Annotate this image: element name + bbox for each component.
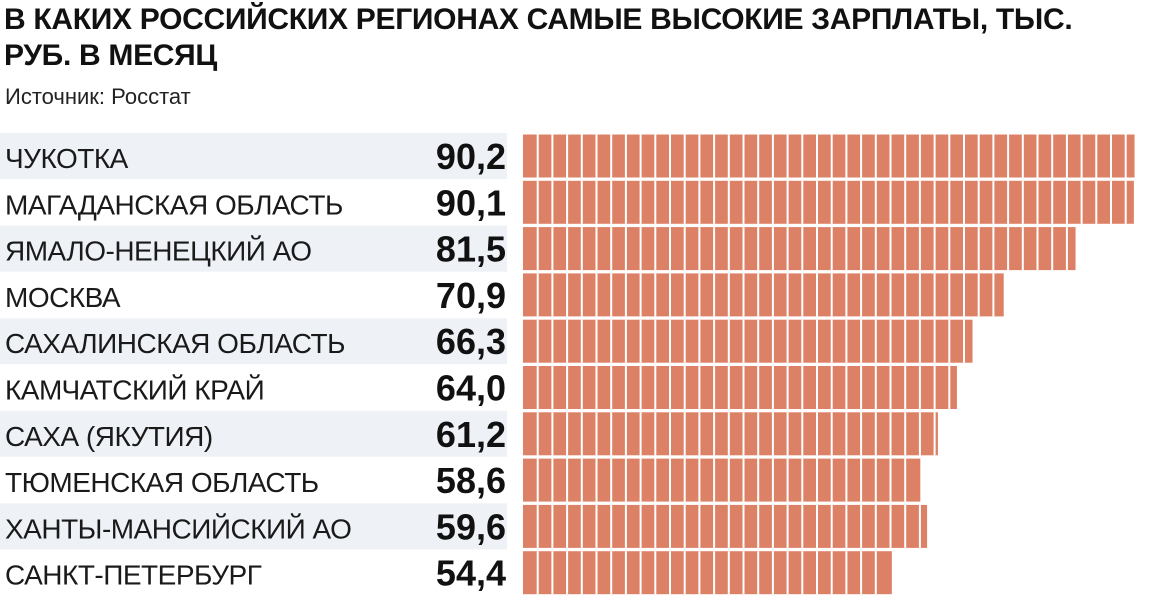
value-label: 70,9 <box>436 275 506 316</box>
bar <box>523 273 1004 317</box>
value-label: 66,3 <box>436 321 506 362</box>
bar-segments <box>536 180 1127 224</box>
bar <box>523 551 892 595</box>
category-label: КАМЧАТСКИЙ КРАЙ <box>5 375 264 406</box>
bar-segments <box>536 551 877 595</box>
bar-segments <box>536 227 1068 271</box>
bar-row: КАМЧАТСКИЙ КРАЙ 64,0 <box>5 366 957 409</box>
row-stripe <box>0 318 507 365</box>
value-label: 90,1 <box>436 182 506 223</box>
category-label: САХАЛИНСКАЯ ОБЛАСТЬ <box>5 328 345 359</box>
chart-title: В КАКИХ РОССИЙСКИХ РЕГИОНАХ САМЫЕ ВЫСОКИ… <box>4 3 1073 72</box>
row-stripe <box>0 410 507 457</box>
bar-row: САХА (ЯКУТИЯ) 61,2 <box>0 410 938 457</box>
bar-row: ЯМАЛО-НЕНЕЦКИЙ АО 81,5 <box>0 225 1076 272</box>
bar-row: МОСКВА 70,9 <box>5 273 1004 317</box>
bar <box>523 504 928 548</box>
category-label: ТЮМЕНСКАЯ ОБЛАСТЬ <box>5 467 319 498</box>
bar-segments <box>536 134 1127 178</box>
category-label: ХАНТЫ-МАНСИЙСКИЙ АО <box>5 513 351 544</box>
bar-segments <box>536 504 921 548</box>
bar-segments <box>536 366 951 409</box>
bar-segments <box>536 458 907 502</box>
bar-row: ЧУКОТКА 90,2 <box>0 133 1135 179</box>
category-label: САНКТ-ПЕТЕРБУРГ <box>5 560 262 591</box>
bar <box>523 180 1134 224</box>
bar <box>523 319 973 363</box>
value-label: 64,0 <box>436 368 506 409</box>
value-label: 59,6 <box>436 506 506 547</box>
bar <box>523 366 957 409</box>
bar-row: ТЮМЕНСКАЯ ОБЛАСТЬ 58,6 <box>5 458 921 502</box>
bar-row: САХАЛИНСКАЯ ОБЛАСТЬ 66,3 <box>0 318 973 365</box>
category-label: МАГАДАНСКАЯ ОБЛАСТЬ <box>5 189 343 220</box>
category-label: МОСКВА <box>5 282 121 313</box>
row-stripe <box>0 133 507 179</box>
bar <box>523 458 921 502</box>
value-label: 90,2 <box>436 136 506 177</box>
value-label: 58,6 <box>436 460 506 501</box>
value-label: 54,4 <box>436 553 506 594</box>
row-stripe <box>0 225 507 272</box>
bar-row: САНКТ-ПЕТЕРБУРГ 54,4 <box>5 551 892 595</box>
bar-segments <box>536 412 936 456</box>
chart-source: Источник: Росстат <box>5 84 191 109</box>
bar <box>523 412 938 456</box>
value-label: 81,5 <box>436 229 506 270</box>
bar <box>523 134 1135 178</box>
bar-segments <box>536 319 965 363</box>
bar <box>523 227 1076 271</box>
category-label: САХА (ЯКУТИЯ) <box>5 421 213 452</box>
value-label: 61,2 <box>436 414 506 455</box>
bar-row: МАГАДАНСКАЯ ОБЛАСТЬ 90,1 <box>5 180 1134 224</box>
bar-segments <box>536 273 995 317</box>
category-label: ЯМАЛО-НЕНЕЦКИЙ АО <box>5 236 312 267</box>
category-label: ЧУКОТКА <box>5 143 129 174</box>
bar-row: ХАНТЫ-МАНСИЙСКИЙ АО 59,6 <box>0 503 928 550</box>
row-stripe <box>0 503 507 550</box>
